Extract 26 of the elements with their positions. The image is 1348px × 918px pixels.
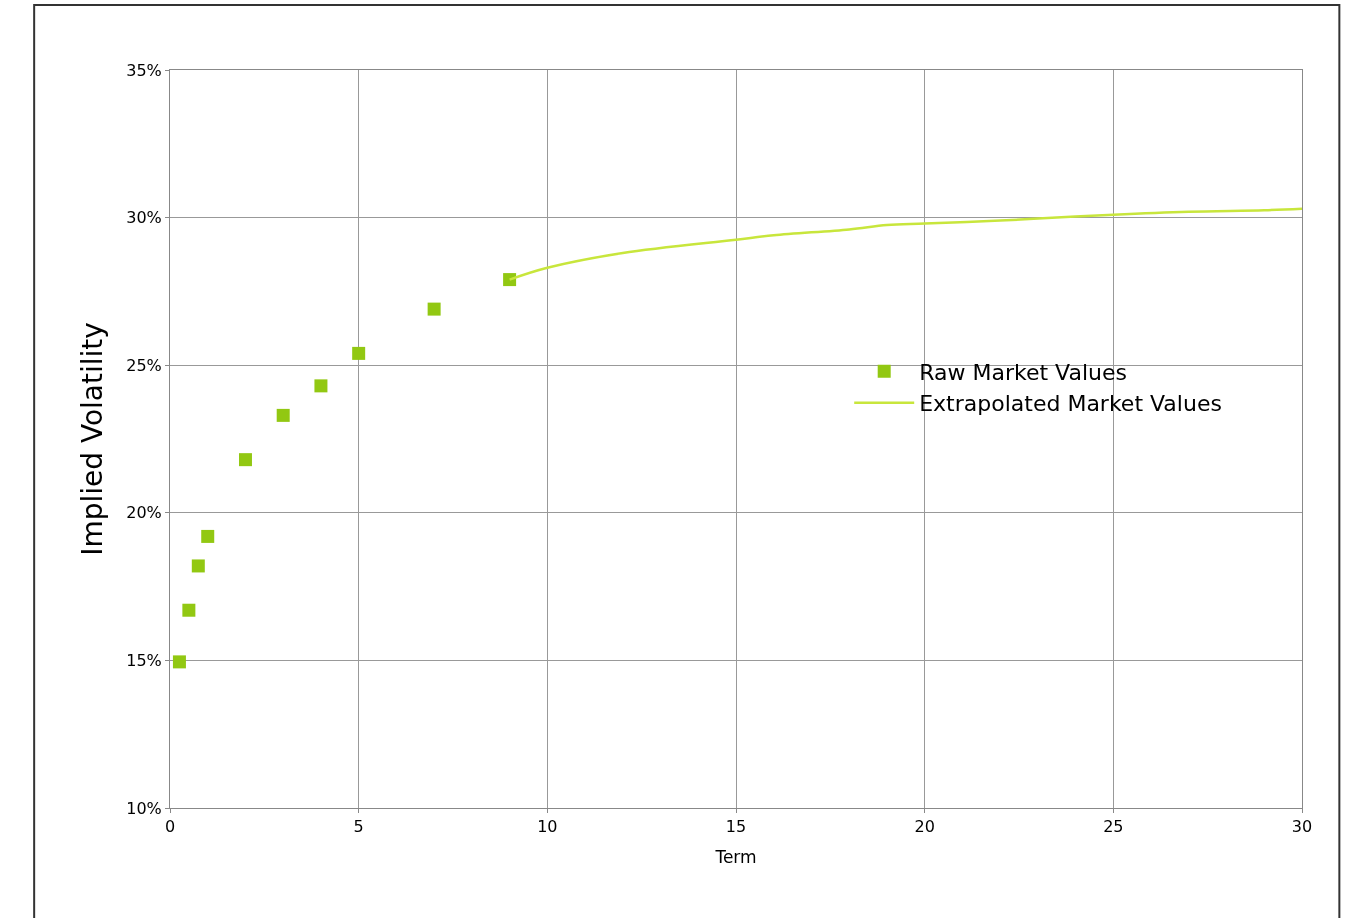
point xyxy=(182,603,196,617)
x-tick-label: 25 xyxy=(1103,817,1124,837)
point xyxy=(172,655,186,669)
point xyxy=(201,529,215,543)
point xyxy=(191,559,205,573)
y-tick-label: 30% xyxy=(126,208,162,228)
x-tick-label: 5 xyxy=(353,817,364,837)
point xyxy=(238,453,252,467)
y-tick-label: 15% xyxy=(126,651,162,670)
y-tick-label: 10% xyxy=(126,798,162,818)
x-tick-label: 10 xyxy=(537,817,558,837)
legend-label: Extrapolated Market Values xyxy=(919,391,1222,417)
legend-label: Raw Market Values xyxy=(919,359,1127,385)
x-tick-label: 20 xyxy=(914,817,935,837)
point xyxy=(427,302,441,316)
y-tick-label: 25% xyxy=(126,355,162,375)
x-tick-label: 0 xyxy=(164,817,176,837)
x-tick-label: 15 xyxy=(725,817,747,837)
x-tick-label: 30 xyxy=(1291,817,1313,837)
y-axis-title: Implied Volatility xyxy=(75,322,109,556)
point xyxy=(352,346,366,360)
y-tick-label: 20% xyxy=(126,503,162,523)
point xyxy=(276,408,290,422)
point xyxy=(314,379,328,393)
y-tick-label: 35% xyxy=(126,60,162,80)
x-axis-title: Term xyxy=(714,846,757,867)
